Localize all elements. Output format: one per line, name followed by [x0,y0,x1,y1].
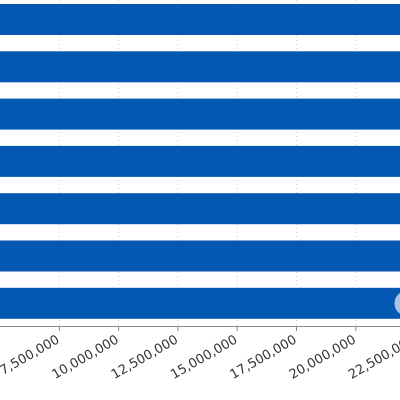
x-tick-label: 17,500,000 [228,332,300,382]
x-tick-label: 15,000,000 [168,332,240,382]
x-tick-label: 20,000,000 [287,332,359,382]
bar [0,145,400,177]
bar [0,287,400,319]
bar [0,240,400,272]
bar [0,51,400,83]
bar [0,98,400,130]
bar [0,4,400,35]
x-tick-label: 12,500,000 [109,332,181,382]
x-tick-label: 10,000,000 [50,332,122,382]
value-label-bubble [394,292,400,314]
bar [0,193,400,225]
